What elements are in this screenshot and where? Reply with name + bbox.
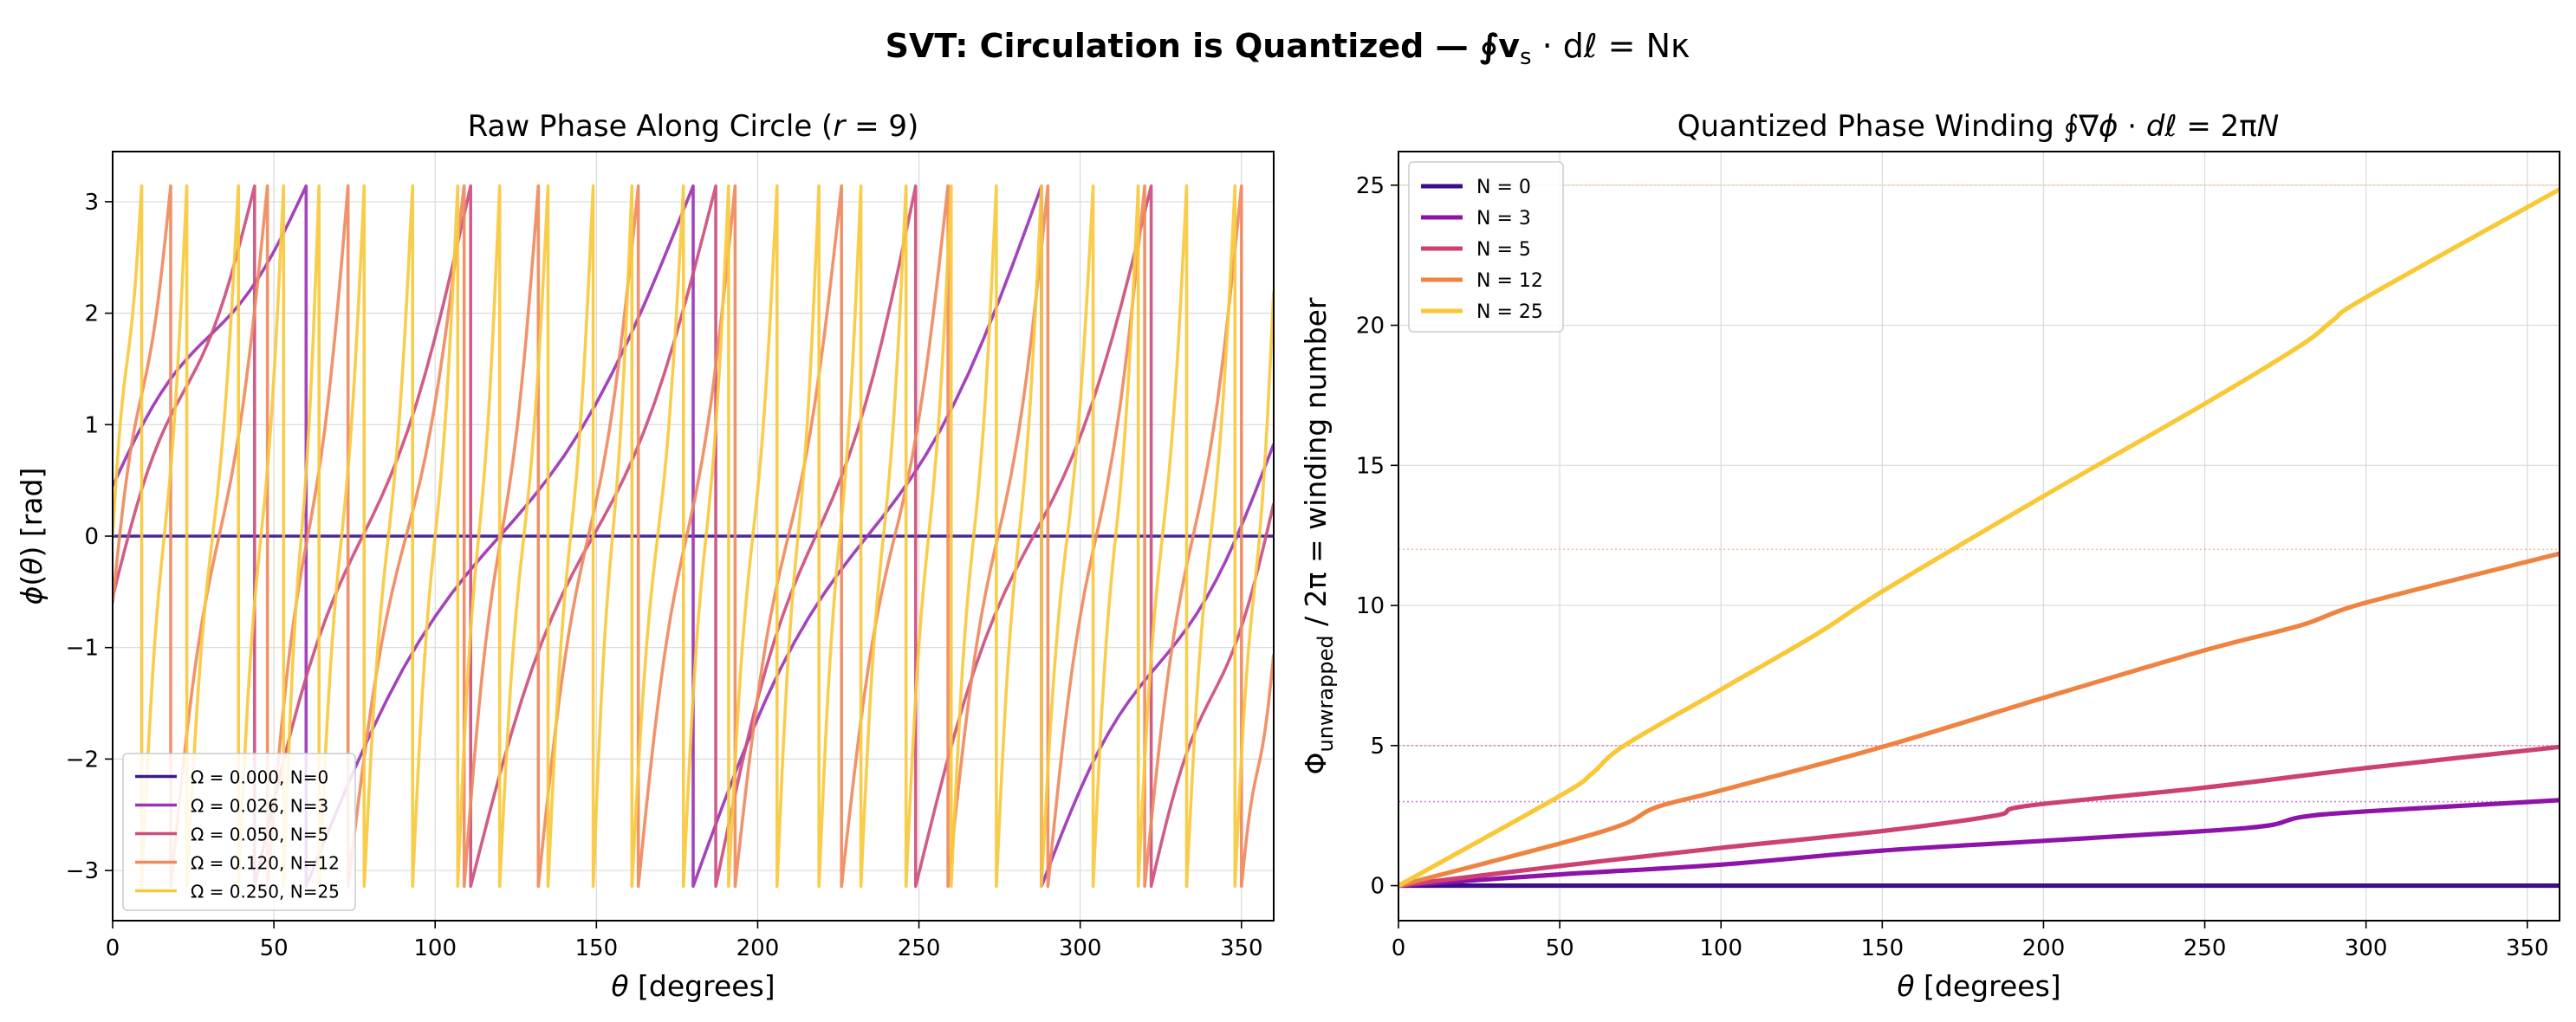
winding-x-tick-label: 200 bbox=[2022, 935, 2066, 961]
winding-x-tick-label: 150 bbox=[1861, 935, 1904, 961]
winding-title: Quantized Phase Winding ∮∇ϕ · dℓ = 2πN bbox=[1677, 109, 2279, 144]
raw-phase-x-tick-label: 350 bbox=[1220, 935, 1263, 961]
raw-phase-y-label: ϕ(θ) [rad] bbox=[15, 468, 49, 605]
winding-reference-lines bbox=[1398, 184, 2560, 803]
raw-phase-legend-label: Ω = 0.050, N=5 bbox=[191, 825, 328, 845]
winding-x-tick-label: 300 bbox=[2345, 935, 2388, 961]
raw-phase-y-tick-label: −2 bbox=[66, 747, 99, 773]
winding-axes-frame bbox=[1398, 151, 2560, 922]
winding-line-n-5 bbox=[1398, 744, 2560, 889]
raw-phase-line-n25 bbox=[113, 184, 1274, 889]
winding-legend-label: N = 3 bbox=[1476, 208, 1531, 230]
raw-phase-legend-label: Ω = 0.120, N=12 bbox=[191, 853, 340, 874]
raw-phase-x-label: θ [degrees] bbox=[611, 969, 775, 1003]
winding-y-tick-label: 20 bbox=[1356, 314, 1385, 340]
winding-y-label: Φunwrapped / 2π = winding number bbox=[1299, 297, 1338, 774]
raw-phase-line-n3 bbox=[113, 184, 1274, 889]
raw-phase-x-tick-label: 200 bbox=[736, 935, 780, 961]
raw-phase-legend-label: Ω = 0.026, N=3 bbox=[191, 796, 328, 817]
winding-line-n-25 bbox=[1398, 187, 2560, 888]
winding-y-tick-label: 25 bbox=[1356, 173, 1385, 199]
winding-legend-frame bbox=[1408, 161, 1564, 333]
raw-phase-y-tick-label: 0 bbox=[84, 524, 99, 550]
raw-phase-panel: Raw Phase Along Circle (r = 9) 0 50 100 150… bbox=[15, 109, 1275, 1003]
winding-line-n-12 bbox=[1398, 551, 2560, 889]
raw-phase-legend-label: Ω = 0.250, N=25 bbox=[191, 882, 340, 902]
raw-phase-x-tick-label: 150 bbox=[575, 935, 619, 961]
raw-phase-x-tick-label: 0 bbox=[106, 935, 120, 961]
winding-legend-label: N = 12 bbox=[1476, 270, 1543, 292]
raw-phase-y-tick-label: −3 bbox=[66, 858, 99, 884]
winding-y-ticks: 0 5 10 15 20 25 bbox=[1356, 173, 1398, 900]
raw-phase-y-tick-label: 3 bbox=[84, 190, 99, 216]
winding-x-tick-label: 100 bbox=[1699, 935, 1742, 961]
winding-legend-label: N = 0 bbox=[1476, 177, 1531, 198]
raw-phase-x-tick-label: 100 bbox=[413, 935, 457, 961]
winding-y-tick-label: 5 bbox=[1370, 734, 1385, 760]
winding-x-tick-label: 50 bbox=[1546, 935, 1574, 961]
raw-phase-y-tick-label: 1 bbox=[84, 412, 99, 438]
winding-panel: Quantized Phase Winding ∮∇ϕ · dℓ = 2πN 0… bbox=[1299, 109, 2560, 1003]
winding-x-tick-label: 0 bbox=[1392, 935, 1406, 961]
winding-lines bbox=[1398, 187, 2560, 889]
winding-y-tick-label: 10 bbox=[1356, 593, 1385, 619]
winding-x-ticks: 0 50 100 150 200 250 300 350 bbox=[1392, 921, 2549, 961]
raw-phase-x-tick-label: 300 bbox=[1059, 935, 1102, 961]
winding-line-n-3 bbox=[1398, 798, 2560, 889]
raw-phase-title: Raw Phase Along Circle (r = 9) bbox=[468, 109, 919, 144]
raw-phase-lines bbox=[113, 184, 1274, 889]
raw-phase-x-tick-label: 50 bbox=[260, 935, 289, 961]
raw-phase-y-tick-label: −1 bbox=[66, 636, 99, 662]
winding-y-tick-label: 0 bbox=[1370, 874, 1385, 900]
winding-legend: N = 0 N = 3 N = 5 N = 12 N = 25 bbox=[1408, 161, 1564, 333]
winding-legend-label: N = 5 bbox=[1476, 239, 1531, 261]
raw-phase-y-tick-label: 2 bbox=[84, 301, 99, 327]
winding-x-label: θ [degrees] bbox=[1897, 969, 2060, 1003]
figure-suptitle: SVT: Circulation is Quantized — ∮vs · dℓ… bbox=[886, 27, 1690, 70]
raw-phase-legend: Ω = 0.000, N=0 Ω = 0.026, N=3 Ω = 0.050, N… bbox=[122, 753, 356, 911]
winding-legend-label: N = 25 bbox=[1476, 301, 1543, 323]
winding-y-tick-label: 15 bbox=[1356, 453, 1385, 479]
winding-x-tick-label: 250 bbox=[2183, 935, 2227, 961]
raw-phase-y-ticks: −3 −2 −1 0 1 2 3 bbox=[66, 190, 113, 884]
winding-x-tick-label: 350 bbox=[2506, 935, 2549, 961]
raw-phase-legend-frame bbox=[122, 753, 356, 911]
raw-phase-legend-label: Ω = 0.000, N=0 bbox=[191, 767, 328, 788]
raw-phase-line-n12 bbox=[113, 184, 1274, 889]
raw-phase-x-ticks: 0 50 100 150 200 250 300 350 bbox=[106, 921, 1263, 961]
raw-phase-x-tick-label: 250 bbox=[898, 935, 941, 961]
